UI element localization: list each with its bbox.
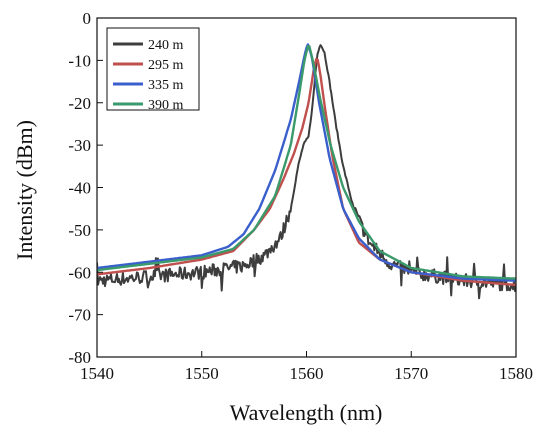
y-tick-label: -50 <box>68 221 91 240</box>
x-tick-label: 1540 <box>80 364 114 383</box>
series-line-1 <box>97 57 516 287</box>
y-axis-title: Intensity (dBm) <box>12 120 37 260</box>
y-tick-label: -30 <box>68 136 91 155</box>
legend-label: 240 m <box>148 38 184 53</box>
y-tick-label: -20 <box>68 94 91 113</box>
legend-label: 335 m <box>148 78 184 93</box>
legend-label: 295 m <box>148 58 184 73</box>
x-axis-title: Wavelength (nm) <box>230 400 383 425</box>
legend: 240 m 295 m 335 m 390 m <box>106 27 200 113</box>
x-tick-label: 1550 <box>185 364 219 383</box>
y-tick-label: -80 <box>68 348 91 367</box>
y-tick-label: 0 <box>83 9 92 28</box>
ticks-layer: 1540 1550 1560 1570 1580 0 -10 -20 -30 -40 -50 -60 -… <box>68 9 533 383</box>
legend-box <box>106 27 200 111</box>
y-tick-label: -10 <box>68 51 91 70</box>
x-tick-label: 1560 <box>290 364 324 383</box>
legend-label: 390 m <box>148 98 184 113</box>
y-tick-label: -60 <box>68 263 91 282</box>
x-tick-label: 1580 <box>499 364 533 383</box>
series-layer <box>97 43 516 300</box>
y-tick-label: -40 <box>68 179 91 198</box>
y-tick-label: -70 <box>68 306 91 325</box>
series-line-3 <box>97 45 516 280</box>
series-line-0 <box>97 44 516 300</box>
x-tick-label: 1570 <box>394 364 428 383</box>
